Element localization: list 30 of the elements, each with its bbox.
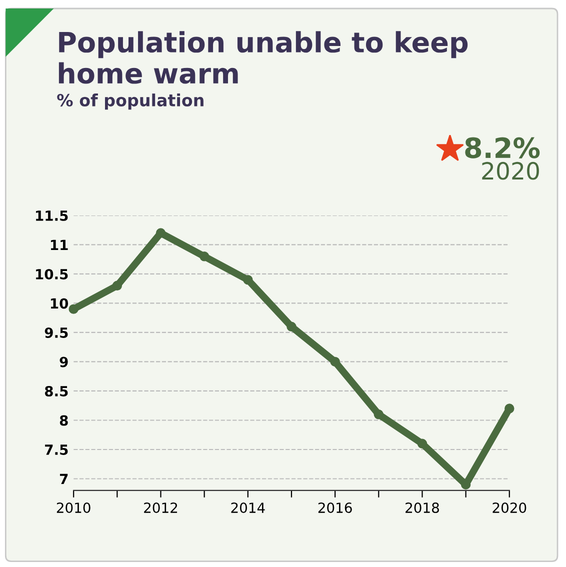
- y-tick-label: 7.5: [45, 444, 68, 455]
- point: [417, 438, 428, 449]
- y-tick-label: 7: [60, 474, 68, 484]
- y-tick-label: 11.5: [36, 210, 68, 221]
- point: [68, 304, 78, 314]
- y-tick-label: 9.5: [44, 327, 68, 338]
- text: 8.2%: [465, 137, 540, 158]
- y-tick-label: 8: [60, 415, 68, 426]
- y-tick-label: 8.5: [44, 386, 68, 396]
- text: 2020: [482, 162, 539, 180]
- x-tick-label: 2016: [318, 502, 352, 514]
- point: [504, 404, 514, 414]
- x-tick-label: 2010: [56, 502, 90, 514]
- y-tick-label: 10: [50, 298, 68, 309]
- chart-subtitle: % of population: [57, 94, 204, 110]
- chart-title: Population unable to keep home warm: [58, 31, 468, 84]
- point: [199, 252, 210, 262]
- point: [286, 322, 296, 332]
- x-tick-label: 2020: [492, 502, 526, 514]
- point: [156, 228, 166, 238]
- x-tick-label: 2018: [406, 502, 439, 514]
- y-tick-label: 9: [60, 356, 68, 368]
- point: [330, 356, 340, 367]
- y-tick-label: 10.5: [36, 268, 68, 280]
- point: [374, 410, 384, 420]
- point: [112, 280, 122, 291]
- x-tick-label: 2014: [231, 502, 265, 514]
- x-tick-label: 2012: [144, 502, 178, 514]
- y-tick-label: 11: [50, 240, 68, 250]
- point: [243, 274, 253, 285]
